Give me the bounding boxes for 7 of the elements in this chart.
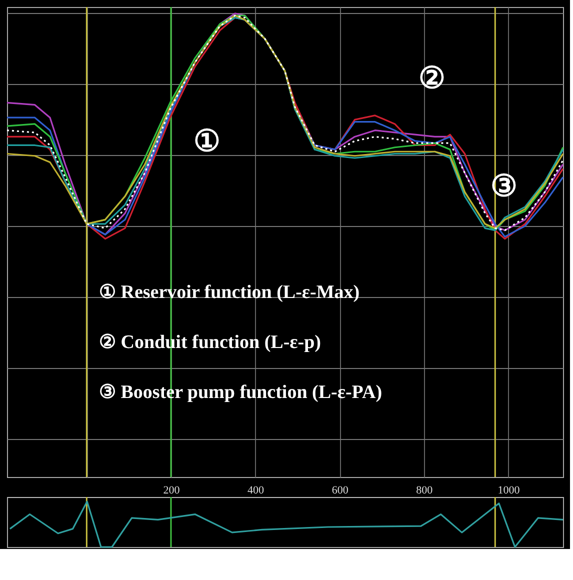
annotation: ① [194,125,220,158]
x-tick-label: 1000 [498,484,520,496]
x-tick-label: 400 [248,484,265,496]
x-tick-label: 600 [332,484,349,496]
x-tick-label: 800 [416,484,434,496]
x-tick-label: 200 [163,484,180,496]
annotation: ② [418,62,446,95]
